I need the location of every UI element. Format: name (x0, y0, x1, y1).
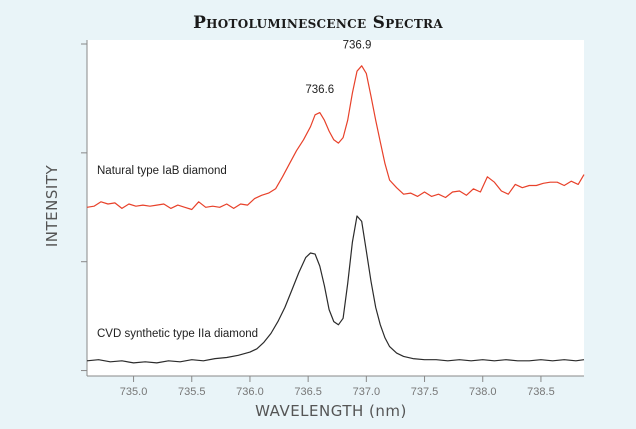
annotations: 736.6 736.9 (305, 39, 371, 96)
peak-label: 736.6 (305, 84, 334, 96)
series-line-cvd (86, 215, 585, 364)
series-label-natural: Natural type IaB diamond (97, 165, 227, 177)
peak-label: 736.9 (343, 39, 372, 51)
x-tick-label: 738.5 (527, 386, 555, 398)
x-axis-title: WAVELENGTH (nm) (255, 402, 407, 420)
x-tick-label: 737.5 (411, 386, 439, 398)
chart-title: Photoluminescence Spectra (193, 13, 443, 33)
x-tick-label: 737.0 (353, 386, 381, 398)
x-ticks: 735.0 735.5 736.0 736.5 737.0 737.5 738.0 738.5 (120, 376, 555, 398)
x-tick-label: 736.0 (236, 386, 264, 398)
x-tick-label: 735.0 (120, 386, 148, 398)
y-ticks (81, 43, 87, 372)
series-line-natural (86, 65, 585, 211)
x-tick-label: 736.5 (294, 386, 322, 398)
x-tick-label: 735.5 (178, 386, 206, 398)
x-tick-label: 738.0 (469, 386, 497, 398)
plot-area (87, 40, 584, 376)
series-group (86, 65, 585, 364)
y-axis-title: INTENSITY (43, 165, 61, 248)
series-label-cvd: CVD synthetic type IIa diamond (97, 328, 258, 340)
